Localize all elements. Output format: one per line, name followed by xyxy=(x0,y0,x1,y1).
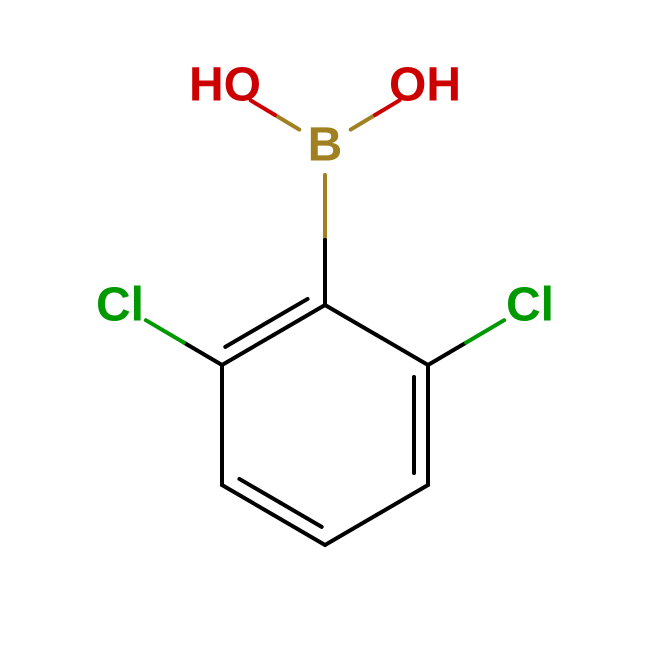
atom-label: HO xyxy=(189,59,261,112)
atom-label: OH xyxy=(389,59,461,112)
atom-label: Cl xyxy=(96,279,144,332)
atom-label: Cl xyxy=(506,279,554,332)
molecule-diagram: B HO OH Cl Cl xyxy=(0,0,650,650)
atom-label: B xyxy=(308,119,343,172)
